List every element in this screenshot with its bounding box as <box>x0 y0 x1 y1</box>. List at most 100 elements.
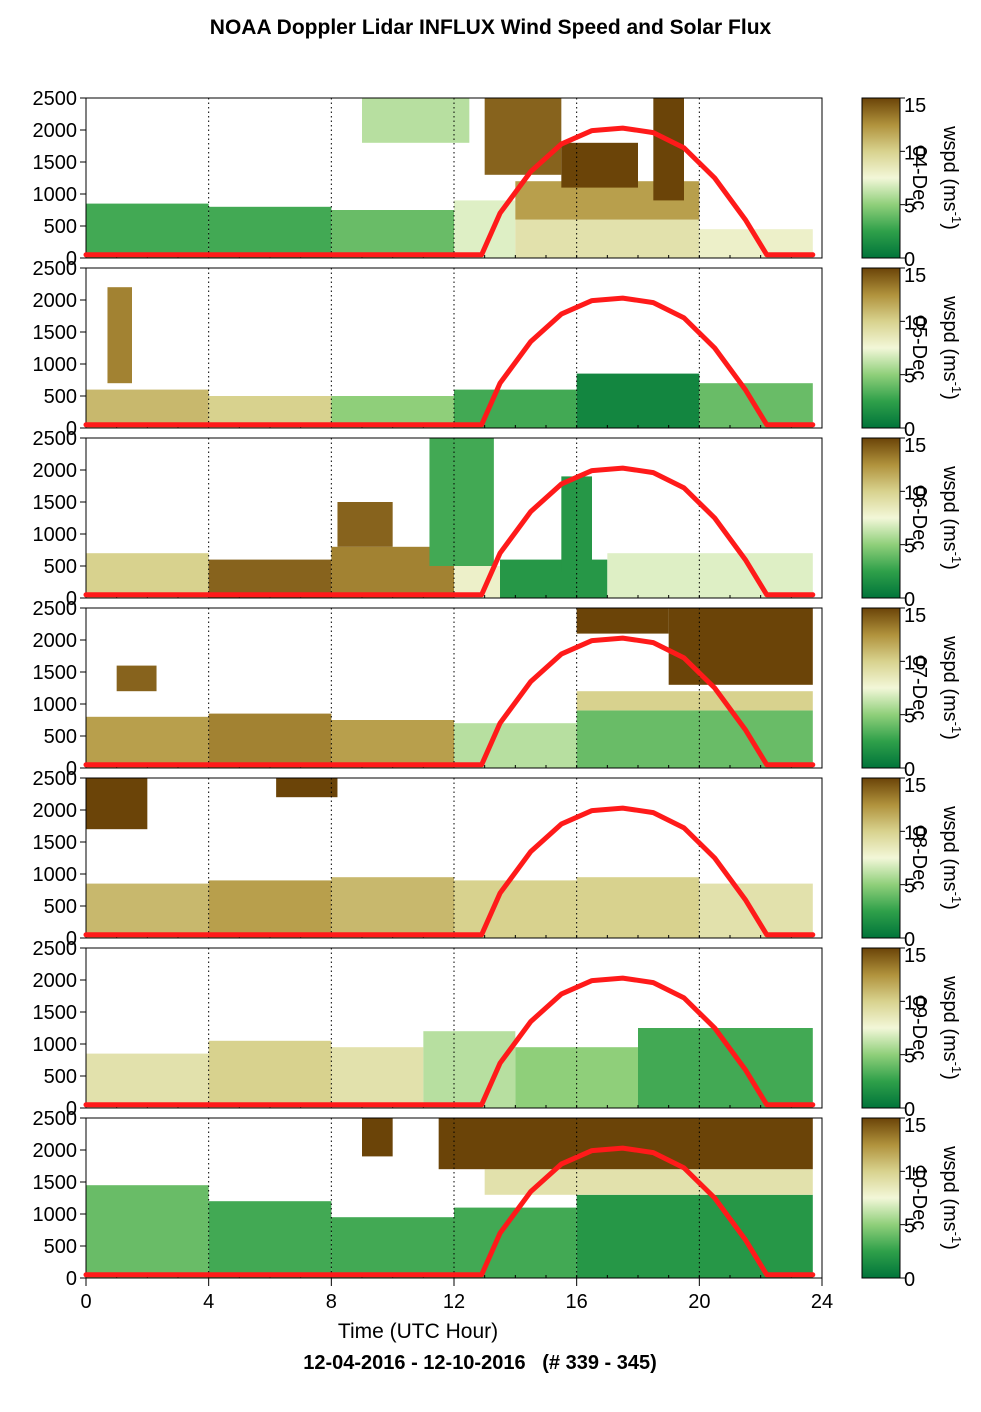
y-tick-label: 2000 <box>33 1140 78 1162</box>
colorbar-tick-label: 10 <box>904 652 926 674</box>
y-tick-label: 1500 <box>33 322 78 344</box>
chart-title: NOAA Doppler Lidar INFLUX Wind Speed and… <box>209 16 772 39</box>
colorbar-label: wspd (ms-1) <box>939 295 964 400</box>
colorbar-tick-label: 0 <box>904 589 915 611</box>
y-tick-label: 500 <box>44 896 77 918</box>
panel-07-Dec: 0 500 1000 1500 2000 2500 0 5 10 15 wspd (ms-1) 07-… <box>33 598 965 781</box>
y-tick-label: 1500 <box>33 662 78 684</box>
colorbar-tick-label: 10 <box>904 992 926 1014</box>
colorbar-label-close: ) <box>939 733 961 740</box>
y-tick-label: 0 <box>66 928 77 950</box>
colorbar-tick-label: 10 <box>904 1162 926 1184</box>
colorbar-label-close: ) <box>939 563 961 570</box>
panel-10-Dec: 0 500 1000 1500 2000 2500 0 5 10 15 wspd (ms-1) 10-… <box>33 1108 965 1291</box>
heatmap-cell <box>576 608 669 634</box>
colorbar-label-close: ) <box>939 1243 961 1250</box>
x-tick-label: 16 <box>566 1291 588 1313</box>
colorbar-tick-label: 0 <box>904 1099 915 1121</box>
colorbar-label: wspd (ms-1) <box>939 805 964 910</box>
y-tick-label: 500 <box>44 1066 77 1088</box>
panel-04-Dec: 0 500 1000 1500 2000 2500 0 5 10 15 wspd (ms-1) 04-… <box>33 88 965 271</box>
x-tick-label: 20 <box>688 1291 710 1313</box>
colorbar-label-close: ) <box>939 223 961 230</box>
y-tick-label: 1000 <box>33 354 78 376</box>
colorbar-tick-label: 5 <box>904 1216 915 1238</box>
colorbar-tick-label: 0 <box>904 759 915 781</box>
heatmap-cell <box>362 1118 393 1157</box>
colorbar-tick-label: 0 <box>904 929 915 951</box>
colorbar-tick-label: 15 <box>904 265 926 287</box>
panel-06-Dec: 0 500 1000 1500 2000 2500 0 5 10 15 wspd (ms-1) 06-… <box>33 428 965 611</box>
colorbar: 0 5 10 15 wspd (ms-1) <box>861 775 964 951</box>
colorbar-label-text: wspd (ms <box>939 975 961 1062</box>
solar-flux-curve <box>83 635 816 768</box>
heatmap-cell <box>576 691 813 711</box>
panel-date-label: 10-Dec <box>908 1166 930 1230</box>
y-tick-label: 0 <box>66 1268 77 1290</box>
heatmap-cell <box>86 553 209 598</box>
colorbar-gradient <box>861 947 901 1109</box>
x-axis: 0 4 8 12 16 20 24 Time (UTC Hour) <box>80 1278 833 1343</box>
y-tick-label: 2000 <box>33 630 78 652</box>
x-tick-label: 12 <box>443 1291 465 1313</box>
colorbar-tick-label: 5 <box>904 1046 915 1068</box>
y-tick-label: 2500 <box>33 428 78 450</box>
colorbar-tick-label: 15 <box>904 945 926 967</box>
heatmap-cell <box>86 389 209 428</box>
colorbar-label: wspd (ms-1) <box>939 975 964 1080</box>
heatmap-cell <box>331 877 454 938</box>
heatmap-cell <box>454 880 577 938</box>
solar-flux-curve <box>83 1145 816 1278</box>
solar-flux-curve <box>83 975 816 1108</box>
heatmap-cell <box>86 203 209 258</box>
colorbar-tick-label: 0 <box>904 419 915 441</box>
colorbar-tick-label: 15 <box>904 95 926 117</box>
y-tick-label: 500 <box>44 556 77 578</box>
heatmap-cell <box>362 98 470 143</box>
panel-date-label: 09-Dec <box>908 996 930 1060</box>
colorbar-tick-label: 10 <box>904 312 926 334</box>
y-tick-label: 2000 <box>33 970 78 992</box>
heatmap-cell <box>607 553 813 598</box>
heatmap-cell <box>454 723 577 768</box>
y-tick-label: 1500 <box>33 492 78 514</box>
colorbar: 0 5 10 15 wspd (ms-1) <box>861 605 964 781</box>
panel-05-Dec: 0 500 1000 1500 2000 2500 0 5 10 15 wspd (ms-1) 05-… <box>33 258 965 441</box>
panel-date-label: 05-Dec <box>908 316 930 380</box>
panel-08-Dec: 0 500 1000 1500 2000 2500 0 5 10 15 wspd (ms-1) 08-… <box>33 768 965 951</box>
colorbar-tick-label: 5 <box>904 536 915 558</box>
solar-flux-curve <box>83 295 816 428</box>
colorbar-tick-label: 5 <box>904 366 915 388</box>
colorbar-label-close: ) <box>939 903 961 910</box>
y-tick-label: 0 <box>66 758 77 780</box>
heatmap-cell <box>699 883 813 938</box>
y-tick-label: 2000 <box>33 290 78 312</box>
colorbar-label-text: wspd (ms <box>939 1145 961 1232</box>
date-range-footer: 12-04-2016 - 12-10-2016 (# 339 - 345) <box>303 1352 657 1374</box>
colorbar: 0 5 10 15 wspd (ms-1) <box>861 265 964 441</box>
y-tick-label: 1500 <box>33 832 78 854</box>
y-tick-label: 0 <box>66 248 77 270</box>
heatmap-cell <box>331 720 454 768</box>
y-tick-label: 0 <box>66 588 77 610</box>
x-tick-label: 24 <box>811 1291 833 1313</box>
y-tick-label: 1000 <box>33 864 78 886</box>
heatmap-cell <box>331 210 454 258</box>
colorbar-label-text: wspd (ms <box>939 295 961 382</box>
solar-flux-curve <box>83 805 816 938</box>
y-tick-label: 500 <box>44 216 77 238</box>
colorbar-gradient <box>861 777 901 939</box>
colorbar-label-text: wspd (ms <box>939 635 961 722</box>
panel-date-label: 08-Dec <box>908 826 930 890</box>
colorbar-label-sup: -1 <box>949 1232 964 1244</box>
heatmap-cell <box>208 559 332 598</box>
heatmap-cell <box>454 389 577 428</box>
colorbar-tick-label: 0 <box>904 1269 915 1291</box>
colorbar: 0 5 10 15 wspd (ms-1) <box>861 945 964 1121</box>
colorbar-label-close: ) <box>939 1073 961 1080</box>
heatmap-cell <box>429 438 494 566</box>
heatmap-cell <box>561 142 638 188</box>
y-tick-label: 2500 <box>33 1108 78 1130</box>
y-tick-label: 1000 <box>33 1204 78 1226</box>
heatmap-cell <box>438 1118 813 1170</box>
